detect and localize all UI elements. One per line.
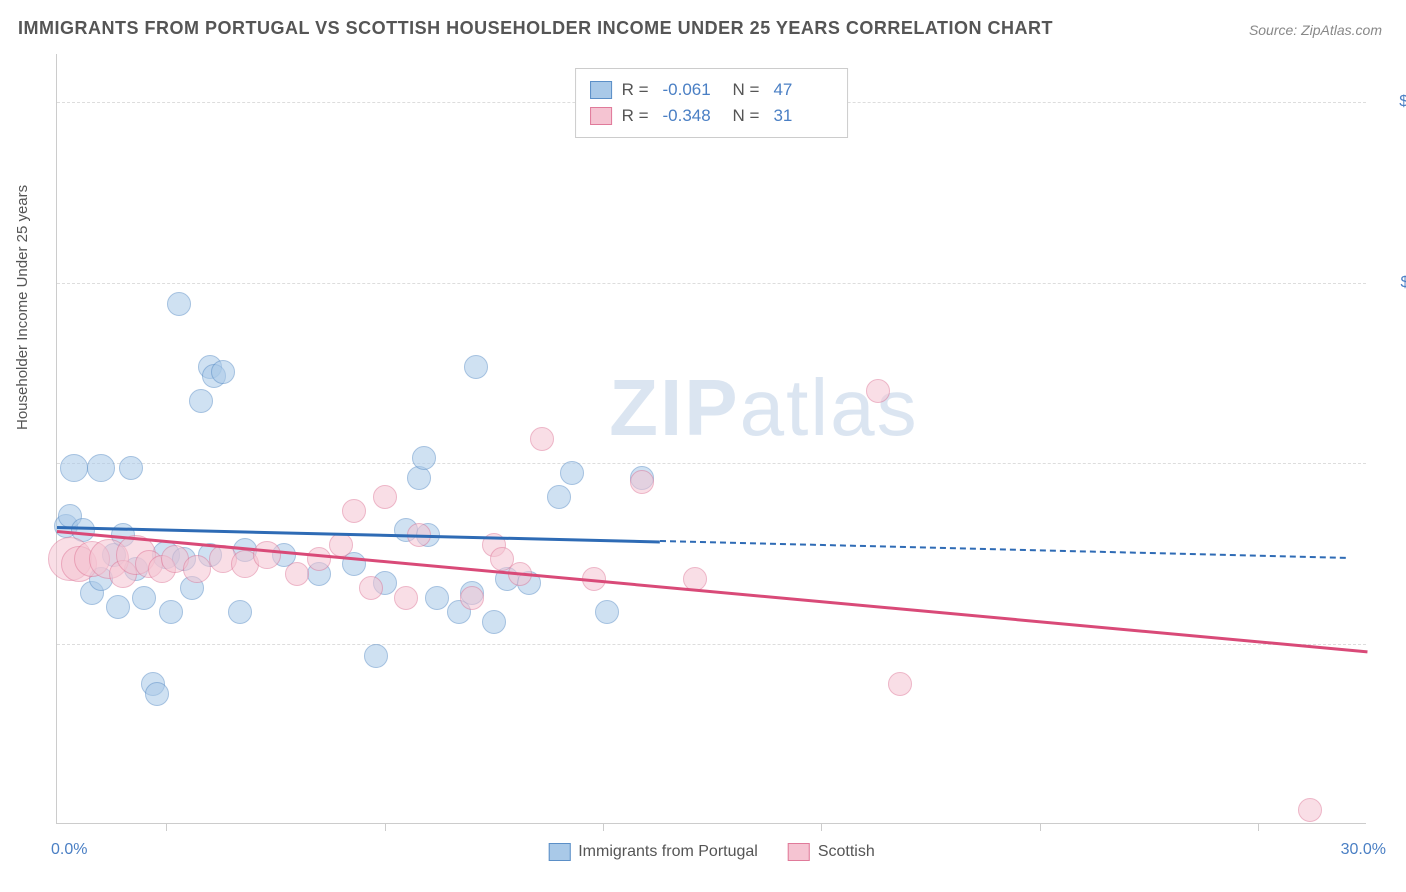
- legend-row: R = -0.061 N = 47: [590, 77, 834, 103]
- scatter-point: [60, 454, 88, 482]
- series-legend-item: Scottish: [788, 843, 875, 861]
- y-tick-label: $112,500: [1376, 274, 1406, 292]
- scatter-point: [460, 586, 484, 610]
- legend-r-value: -0.061: [663, 77, 723, 103]
- scatter-point: [159, 600, 183, 624]
- trend-line-dashed: [660, 540, 1346, 559]
- scatter-point: [145, 682, 169, 706]
- gridline: [57, 644, 1366, 645]
- legend-n-label: N =: [733, 77, 760, 103]
- scatter-point: [1298, 798, 1322, 822]
- scatter-point: [183, 555, 211, 583]
- scatter-point: [211, 360, 235, 384]
- x-tick: [1258, 823, 1259, 831]
- correlation-legend: R = -0.061 N = 47 R = -0.348 N = 31: [575, 68, 849, 138]
- scatter-point: [425, 586, 449, 610]
- scatter-point: [329, 533, 353, 557]
- trend-line: [57, 530, 1367, 653]
- scatter-point: [866, 379, 890, 403]
- legend-n-label: N =: [733, 103, 760, 129]
- x-axis-min-label: 0.0%: [51, 841, 87, 859]
- x-tick: [385, 823, 386, 831]
- legend-row: R = -0.348 N = 31: [590, 103, 834, 129]
- y-tick-label: $150,000: [1376, 93, 1406, 111]
- watermark-rest: atlas: [740, 363, 919, 452]
- legend-swatch: [590, 107, 612, 125]
- scatter-point: [530, 427, 554, 451]
- scatter-point: [253, 541, 281, 569]
- scatter-point: [464, 355, 488, 379]
- x-tick: [166, 823, 167, 831]
- legend-swatch: [788, 843, 810, 861]
- series-legend-item: Immigrants from Portugal: [548, 843, 758, 861]
- scatter-point: [228, 600, 252, 624]
- scatter-point: [87, 454, 115, 482]
- source-attribution: Source: ZipAtlas.com: [1249, 22, 1382, 38]
- legend-swatch: [548, 843, 570, 861]
- legend-r-value: -0.348: [663, 103, 723, 129]
- y-axis-label: Householder Income Under 25 years: [14, 185, 31, 430]
- legend-n-value: 47: [773, 77, 833, 103]
- chart-plot-area: ZIPatlas $37,500$75,000$112,500$150,0000…: [56, 54, 1366, 824]
- legend-r-label: R =: [622, 103, 649, 129]
- scatter-point: [167, 292, 191, 316]
- legend-swatch: [590, 81, 612, 99]
- series-name: Scottish: [818, 843, 875, 861]
- watermark-bold: ZIP: [609, 363, 739, 452]
- scatter-point: [285, 562, 309, 586]
- scatter-point: [482, 610, 506, 634]
- scatter-point: [189, 389, 213, 413]
- scatter-point: [560, 461, 584, 485]
- scatter-point: [119, 456, 143, 480]
- scatter-point: [106, 595, 130, 619]
- x-axis-max-label: 30.0%: [1341, 841, 1386, 859]
- y-tick-label: $37,500: [1376, 635, 1406, 653]
- scatter-point: [412, 446, 436, 470]
- y-tick-label: $75,000: [1376, 454, 1406, 472]
- scatter-point: [307, 547, 331, 571]
- scatter-point: [394, 586, 418, 610]
- scatter-point: [364, 644, 388, 668]
- watermark: ZIPatlas: [609, 362, 918, 454]
- scatter-point: [359, 576, 383, 600]
- gridline: [57, 463, 1366, 464]
- series-legend: Immigrants from Portugal Scottish: [548, 843, 875, 861]
- x-tick: [1040, 823, 1041, 831]
- scatter-point: [373, 485, 397, 509]
- x-tick: [603, 823, 604, 831]
- legend-r-label: R =: [622, 77, 649, 103]
- scatter-point: [888, 672, 912, 696]
- chart-title: IMMIGRANTS FROM PORTUGAL VS SCOTTISH HOU…: [18, 18, 1053, 39]
- scatter-point: [342, 499, 366, 523]
- scatter-point: [595, 600, 619, 624]
- series-name: Immigrants from Portugal: [578, 843, 758, 861]
- scatter-point: [630, 470, 654, 494]
- scatter-point: [547, 485, 571, 509]
- scatter-point: [132, 586, 156, 610]
- legend-n-value: 31: [773, 103, 833, 129]
- gridline: [57, 283, 1366, 284]
- x-tick: [821, 823, 822, 831]
